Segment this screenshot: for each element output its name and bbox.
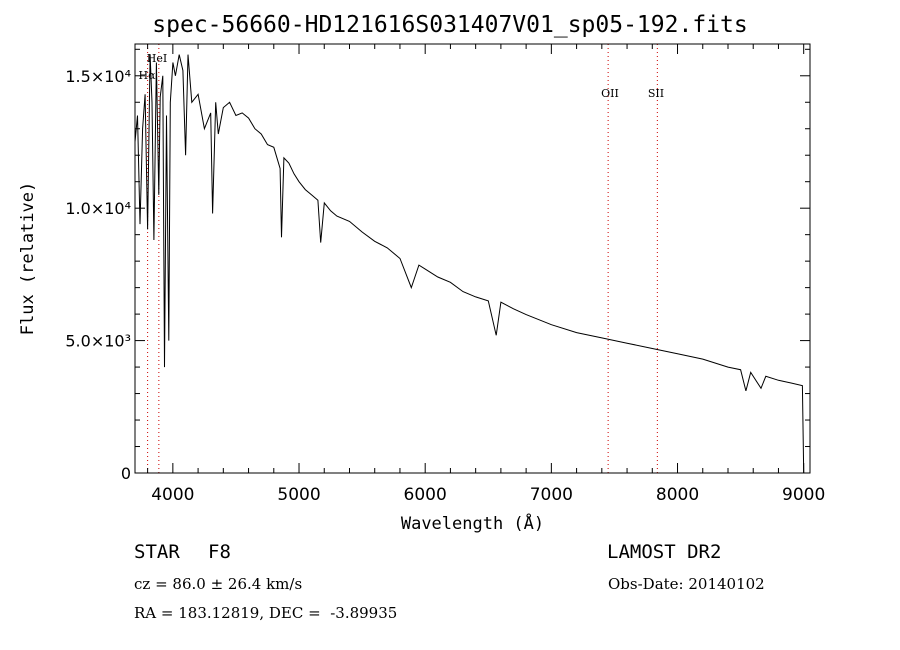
coords-label: RA = 183.12819, DEC = -3.89935 [134,604,398,622]
x-tick-label: 5000 [277,485,320,505]
y-tick-label: 5.0×10³ [65,332,131,351]
x-tick-label: 4000 [151,485,194,505]
chart-title: spec-56660-HD121616S031407V01_sp05-192.f… [152,12,748,38]
class-label: STAR [134,541,180,563]
y-tick-label: 1.0×10⁴ [65,199,131,218]
x-axis-label: Wavelength (Å) [401,512,544,534]
annotation-label-oii: OII [601,87,619,100]
x-tick-label: 7000 [530,485,573,505]
annotation-label-sii: SII [648,87,664,100]
y-tick-label: 0 [121,464,131,483]
annotation-label-hα: Hα [138,69,156,82]
x-tick-label: 9000 [782,485,825,505]
y-axis-label: Flux (relative) [18,182,38,336]
survey-label: LAMOST DR2 [607,541,722,563]
y-tick-label: 1.5×10⁴ [65,67,131,86]
spectrum-line [134,54,805,474]
plot-frame [134,43,811,474]
obs-date-label: Obs-Date: 20140102 [608,575,765,593]
x-tick-label: 6000 [404,485,447,505]
x-tick-label: 8000 [656,485,699,505]
annotation-label-hei: HeI [147,52,167,65]
subclass-label: F8 [208,541,231,563]
redshift-label: cz = 86.0 ± 26.4 km/s [134,575,303,593]
